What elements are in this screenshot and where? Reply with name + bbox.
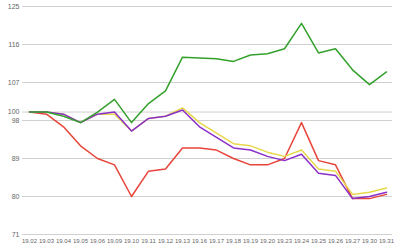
svg-text:19.05: 19.05 bbox=[73, 238, 89, 244]
svg-text:19.19: 19.19 bbox=[243, 238, 259, 244]
svg-text:19.16: 19.16 bbox=[192, 238, 208, 244]
svg-text:19.20: 19.20 bbox=[260, 238, 276, 244]
svg-text:107: 107 bbox=[8, 79, 20, 86]
svg-text:19.09: 19.09 bbox=[107, 238, 123, 244]
svg-text:19.23: 19.23 bbox=[277, 238, 293, 244]
svg-text:19.25: 19.25 bbox=[311, 238, 327, 244]
svg-text:19.06: 19.06 bbox=[90, 238, 106, 244]
svg-text:19.30: 19.30 bbox=[362, 238, 378, 244]
svg-text:19.17: 19.17 bbox=[209, 238, 225, 244]
svg-text:19.04: 19.04 bbox=[56, 238, 72, 244]
svg-text:71: 71 bbox=[12, 231, 20, 238]
svg-text:19.11: 19.11 bbox=[141, 238, 156, 244]
svg-text:89: 89 bbox=[12, 155, 20, 162]
svg-text:116: 116 bbox=[8, 41, 19, 48]
svg-text:19.18: 19.18 bbox=[226, 238, 242, 244]
svg-text:100: 100 bbox=[8, 108, 20, 115]
svg-text:19.02: 19.02 bbox=[22, 238, 38, 244]
svg-text:19.03: 19.03 bbox=[39, 238, 55, 244]
svg-text:98: 98 bbox=[12, 117, 20, 124]
svg-text:19.12: 19.12 bbox=[158, 238, 174, 244]
svg-text:19.13: 19.13 bbox=[175, 238, 191, 244]
svg-text:80: 80 bbox=[12, 193, 20, 200]
svg-text:125: 125 bbox=[8, 3, 20, 10]
svg-text:19.31: 19.31 bbox=[379, 238, 395, 244]
svg-text:19.26: 19.26 bbox=[328, 238, 344, 244]
svg-text:19.10: 19.10 bbox=[124, 238, 140, 244]
svg-text:19.24: 19.24 bbox=[294, 238, 310, 244]
svg-text:19.27: 19.27 bbox=[345, 238, 361, 244]
